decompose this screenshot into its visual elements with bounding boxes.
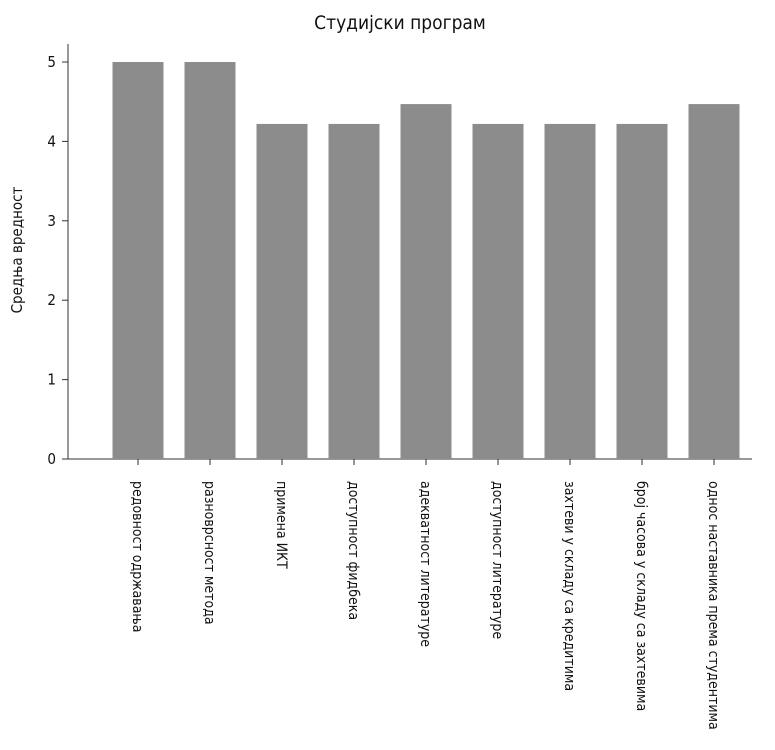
x-axis xyxy=(68,458,752,465)
y-tick-label: 3 xyxy=(47,212,56,230)
bar xyxy=(688,104,740,459)
y-tick-label: 0 xyxy=(47,450,56,468)
x-tick-label: редовност одржавања xyxy=(129,481,145,632)
y-tick-label: 1 xyxy=(47,371,56,389)
x-tick-label: разноврсност метода xyxy=(201,481,217,625)
bar xyxy=(616,123,668,459)
x-tick-label: број часова у складу са захтевима xyxy=(633,481,649,711)
bar xyxy=(400,104,452,459)
x-tick-label: однос наставника према студентима xyxy=(705,481,721,730)
bar xyxy=(472,123,524,459)
bar xyxy=(184,62,236,459)
y-tick-label: 4 xyxy=(47,132,56,150)
x-tick-label: захтеви у складу са кредитима xyxy=(561,481,577,691)
y-axis-label: Средња вредност xyxy=(8,186,26,313)
bar xyxy=(112,62,164,459)
x-tick-label: доступност литературе xyxy=(489,481,505,639)
x-tick-labels: редовност одржавања разноврсност метода пр… xyxy=(129,481,721,730)
y-tick-label: 2 xyxy=(47,291,56,309)
bar xyxy=(256,123,308,459)
y-axis: 0 1 2 3 4 5 xyxy=(47,44,69,468)
x-tick-label: примена ИКТ xyxy=(273,481,289,569)
bars xyxy=(112,62,740,459)
x-tick-label: адекватност литературе xyxy=(417,481,433,647)
x-tick-label: доступност фидбека xyxy=(345,481,361,620)
chart-title: Студијски програм xyxy=(314,12,486,34)
bar xyxy=(328,123,380,459)
y-tick-label: 5 xyxy=(47,53,56,71)
bar xyxy=(544,123,596,459)
